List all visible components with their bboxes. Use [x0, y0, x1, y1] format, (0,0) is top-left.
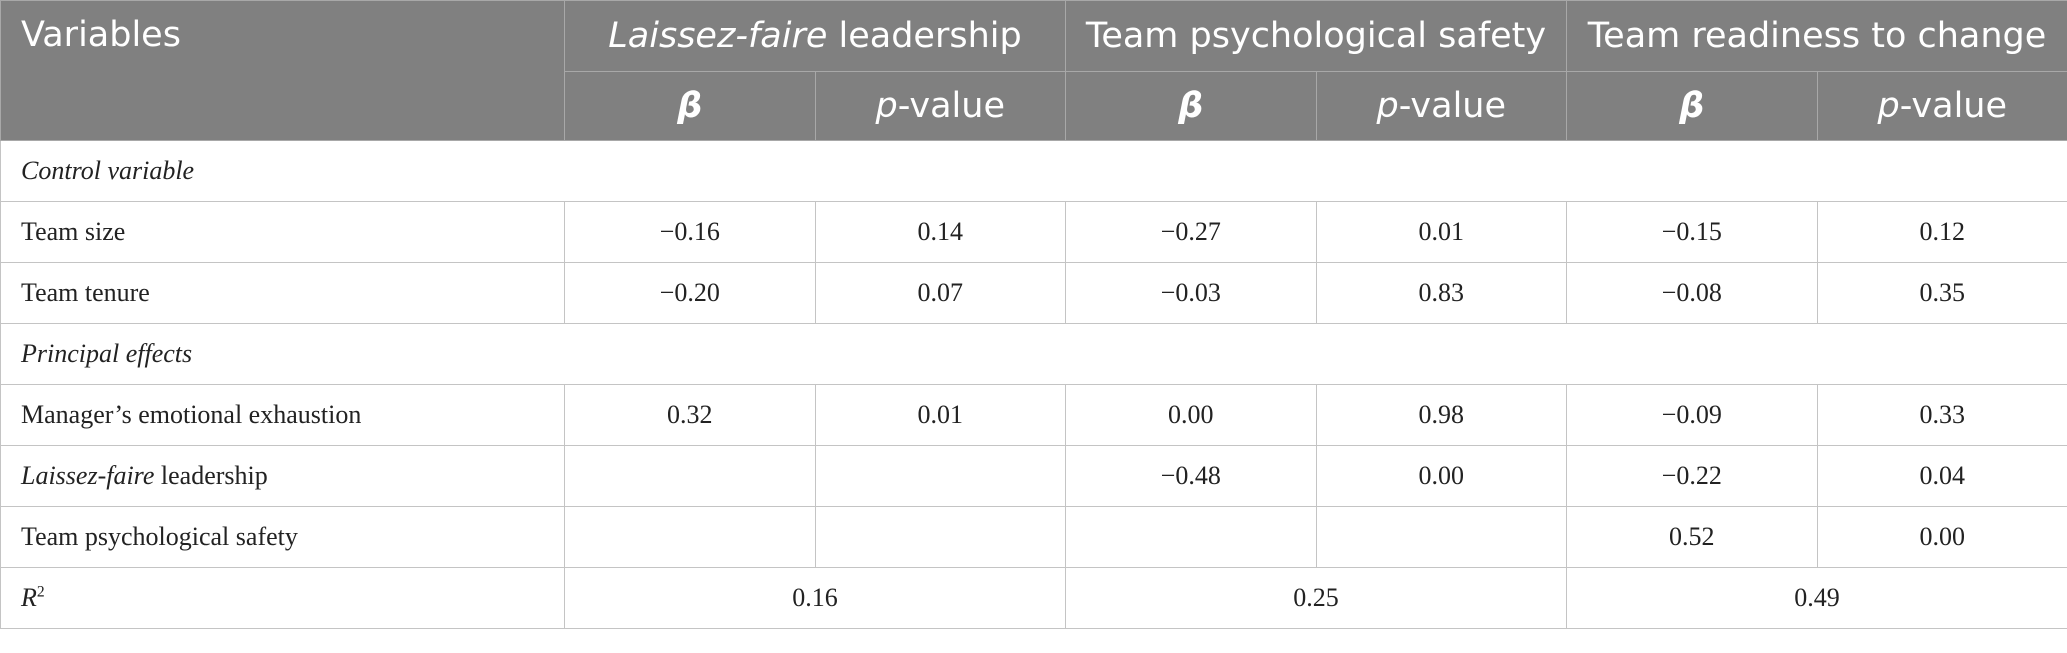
cell: 0.00	[1816, 506, 2067, 568]
table-row: R2 0.16 0.25 0.49	[0, 567, 2067, 629]
cell: 0.16	[564, 567, 1066, 629]
italic-text: p	[1376, 86, 1399, 126]
cell: −0.27	[1065, 201, 1317, 263]
text: -value	[1899, 86, 2008, 126]
cell: −0.48	[1065, 445, 1317, 507]
cell	[1315, 506, 1568, 568]
cell	[814, 445, 1066, 507]
subheader: β	[1566, 71, 1818, 141]
subheader-row: β p-value β p-value β p-value	[1, 71, 2067, 141]
row-label: Team tenure	[0, 262, 565, 324]
section-label: Principal effects	[0, 323, 2067, 385]
cell: −0.20	[564, 262, 816, 324]
subheader: p-value	[1315, 71, 1568, 141]
italic-text: R	[21, 583, 37, 612]
cell: 0.12	[1816, 201, 2067, 263]
cell: 0.01	[1315, 201, 1568, 263]
italic-text: Laissez-faire	[21, 461, 155, 490]
cell: −0.03	[1065, 262, 1317, 324]
cell: 0.07	[814, 262, 1066, 324]
cell: 0.25	[1064, 567, 1568, 629]
cell: 0.49	[1566, 567, 2067, 629]
subheader: p-value	[1816, 71, 2067, 141]
text: -value	[1398, 86, 1507, 126]
italic-text: Principal effects	[21, 339, 193, 368]
regression-table: Variables Laissez-faire leadership Team p…	[0, 0, 2067, 629]
italic-text: p	[875, 86, 898, 126]
group-header: Team readiness to change	[1566, 0, 2067, 72]
text: Team readiness to change	[1587, 16, 2047, 56]
cell: 0.00	[1315, 445, 1568, 507]
row-label: R2	[0, 567, 565, 629]
cell: 0.00	[1065, 384, 1317, 446]
text: Team size	[21, 217, 126, 246]
cell: −0.08	[1566, 262, 1818, 324]
cell: 0.32	[564, 384, 816, 446]
text: Manager’s emotional exhaustion	[21, 400, 362, 429]
variables-header: Variables	[0, 0, 565, 141]
subheader: β	[564, 71, 816, 141]
text: Team tenure	[21, 278, 150, 307]
table-row: Control variable	[0, 140, 2067, 202]
italic-text: Control variable	[21, 156, 195, 185]
cell: −0.22	[1566, 445, 1818, 507]
text: leadership	[154, 461, 268, 490]
header-row: Variables Laissez-faire leadership Team p…	[0, 0, 2067, 141]
table-row: Laissez-faire leadership −0.48 0.00 −0.22 0.…	[0, 445, 2067, 507]
group-header: Team psychological safety	[1064, 0, 1568, 72]
table-row: Manager’s emotional exhaustion 0.32 0.01 0.…	[0, 384, 2067, 446]
cell: 0.52	[1566, 506, 1818, 568]
text: β	[1178, 86, 1204, 126]
text: Team psychological safety	[1085, 16, 1547, 56]
table-row: Team tenure −0.20 0.07 −0.03 0.83 −0.08 0.35	[0, 262, 2067, 324]
cell: 0.14	[814, 201, 1066, 263]
row-label: Team size	[0, 201, 565, 263]
subheader: p-value	[814, 71, 1066, 141]
cell	[814, 506, 1066, 568]
cell	[564, 445, 816, 507]
cell: 0.04	[1816, 445, 2067, 507]
cell: 0.35	[1816, 262, 2067, 324]
text: β	[677, 86, 703, 126]
table-row: Principal effects	[0, 323, 2067, 385]
table-row: Team size −0.16 0.14 −0.27 0.01 −0.15 0.12	[0, 201, 2067, 263]
cell: −0.15	[1566, 201, 1818, 263]
italic-text: p	[1877, 86, 1900, 126]
cell: −0.16	[564, 201, 816, 263]
cell: 0.33	[1816, 384, 2067, 446]
table-row: Team psychological safety 0.52 0.00	[0, 506, 2067, 568]
cell	[1065, 506, 1317, 568]
cell: 0.83	[1315, 262, 1568, 324]
italic-text: Laissez-faire	[608, 16, 828, 56]
text: leadership	[827, 16, 1022, 56]
row-label: Manager’s emotional exhaustion	[0, 384, 565, 446]
cell: 0.98	[1315, 384, 1568, 446]
group-header: Laissez-faire leadership	[564, 0, 1066, 72]
section-label: Control variable	[0, 140, 2067, 202]
row-label: Team psychological safety	[0, 506, 565, 568]
row-label: Laissez-faire leadership	[0, 445, 565, 507]
superscript: 2	[36, 583, 45, 601]
text: -value	[897, 86, 1005, 126]
table-header: Variables Laissez-faire leadership Team p…	[0, 0, 2067, 141]
cell: 0.01	[814, 384, 1066, 446]
table-body: Control variable Team size −0.16 0.14 −0.27 0…	[0, 140, 2067, 629]
text: Team psychological safety	[21, 522, 298, 551]
cell	[564, 506, 816, 568]
subheader: β	[1065, 71, 1317, 141]
cell: −0.09	[1566, 384, 1818, 446]
text: β	[1679, 86, 1705, 126]
